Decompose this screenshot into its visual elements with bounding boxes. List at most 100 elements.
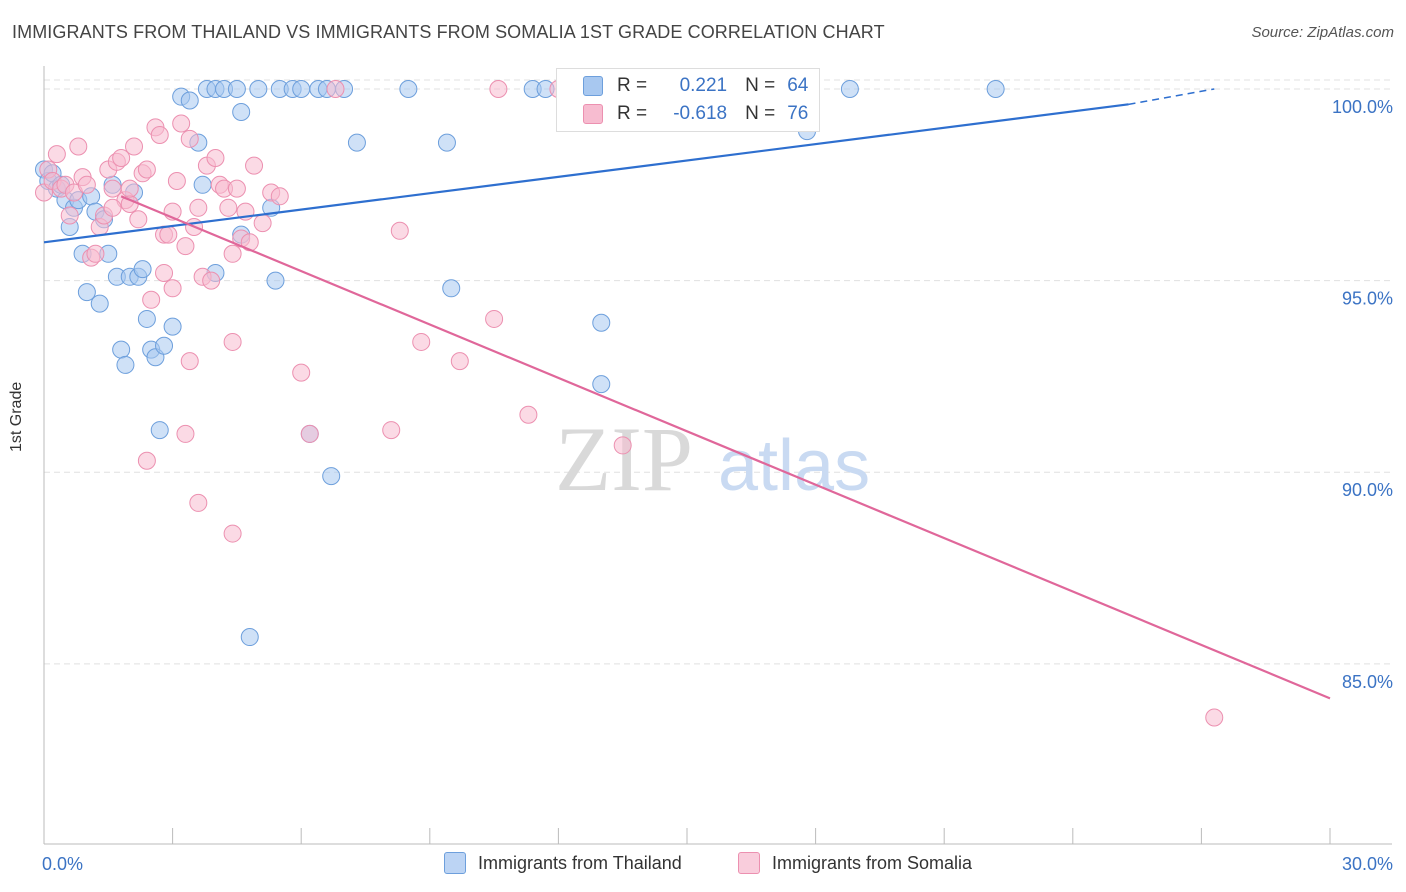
point-thailand [232, 102, 251, 121]
point-somalia [219, 198, 238, 217]
point-somalia [227, 179, 246, 198]
legend-r-value-thailand: 0.221 [679, 75, 728, 96]
trend-lines [43, 88, 1331, 700]
point-somalia [137, 451, 156, 470]
legend-n-label: N = [745, 75, 776, 96]
point-somalia [390, 221, 409, 240]
point-thailand [116, 355, 135, 374]
point-somalia [245, 156, 264, 175]
point-thailand [322, 467, 341, 486]
point-somalia [129, 210, 148, 229]
point-somalia [86, 244, 105, 263]
legend-row-somalia: R = -0.618 N = 76 [583, 101, 808, 127]
legend-r-value-somalia: -0.618 [673, 103, 728, 124]
point-somalia [206, 148, 225, 167]
legend-label-thailand: Immigrants from Thailand [478, 852, 682, 873]
point-thailand [592, 313, 611, 332]
point-thailand [227, 79, 246, 98]
point-somalia [60, 206, 79, 225]
point-somalia [103, 198, 122, 217]
point-thailand [155, 336, 174, 355]
point-somalia [159, 225, 178, 244]
legend-row-thailand: R = 0.221 N = 64 [583, 73, 809, 99]
point-somalia [326, 79, 345, 98]
point-somalia [202, 271, 221, 290]
point-somalia [137, 160, 156, 179]
point-thailand [193, 175, 212, 194]
point-thailand [77, 283, 96, 302]
legend-swatch-thailand [583, 76, 603, 96]
point-somalia [223, 244, 242, 263]
point-somalia [382, 421, 401, 440]
legend-n-label: N = [745, 103, 776, 124]
point-somalia [450, 352, 469, 371]
point-somalia [180, 352, 199, 371]
point-somalia [485, 309, 504, 328]
point-thailand [112, 340, 131, 359]
point-somalia [112, 148, 131, 167]
point-somalia [176, 237, 195, 256]
point-thailand [137, 309, 156, 328]
legend-swatch-somalia [738, 852, 760, 874]
y-tick-label: 85.0% [1342, 672, 1393, 692]
point-somalia [519, 405, 538, 424]
legend-label-somalia: Immigrants from Somalia [772, 852, 973, 873]
watermark-atlas: atlas [718, 426, 870, 506]
legend-r-label: R = [617, 103, 648, 124]
legend-item-somalia: Immigrants from Somalia [738, 852, 972, 874]
point-somalia [155, 263, 174, 282]
watermark-zip: ZIP [555, 408, 693, 510]
point-somalia [223, 524, 242, 543]
point-thailand [840, 79, 859, 98]
series-legend: Immigrants from Thailand Immigrants from… [0, 852, 1406, 878]
point-thailand [90, 294, 109, 313]
trendline-somalia [120, 195, 1331, 700]
point-thailand [180, 91, 199, 110]
point-somalia [150, 125, 169, 144]
point-thailand [133, 260, 152, 279]
legend-item-thailand: Immigrants from Thailand [444, 852, 682, 874]
point-somalia [253, 214, 272, 233]
point-thailand [240, 628, 259, 647]
x-tick-label-max: 30.0% [1342, 854, 1393, 874]
x-tick-label-min: 0.0% [42, 854, 83, 874]
point-somalia [1205, 708, 1224, 727]
legend-r-label: R = [617, 75, 648, 96]
point-somalia [270, 187, 289, 206]
point-somalia [172, 114, 191, 133]
trendline-thailand-extension [1128, 88, 1215, 106]
point-somalia [489, 79, 508, 98]
point-somalia [120, 179, 139, 198]
point-somalia [223, 332, 242, 351]
point-thailand [437, 133, 456, 152]
trendline-thailand [43, 103, 1129, 244]
legend-n-value-thailand: 64 [787, 75, 809, 96]
point-somalia [613, 436, 632, 455]
point-somalia [69, 137, 88, 156]
point-thailand [150, 421, 169, 440]
point-somalia [47, 145, 66, 164]
point-thailand [399, 79, 418, 98]
point-somalia [77, 175, 96, 194]
point-somalia [142, 290, 161, 309]
y-tick-label: 90.0% [1342, 480, 1393, 500]
point-thailand [592, 375, 611, 394]
point-somalia [189, 493, 208, 512]
y-tick-label: 100.0% [1332, 97, 1393, 117]
point-thailand [249, 79, 268, 98]
point-thailand [163, 317, 182, 336]
series-somalia-points [35, 79, 1224, 727]
point-somalia [180, 129, 199, 148]
legend-swatch-thailand [444, 852, 466, 874]
point-somalia [189, 198, 208, 217]
legend-swatch-somalia [583, 104, 603, 124]
point-somalia [292, 363, 311, 382]
y-tick-label: 95.0% [1342, 289, 1393, 309]
point-somalia [167, 171, 186, 190]
correlation-legend: R = 0.221 N = 64 R = -0.618 N = 76 [556, 68, 820, 132]
point-somalia [163, 279, 182, 298]
source-label: Source: ZipAtlas.com [1251, 24, 1394, 41]
point-thailand [986, 79, 1005, 98]
point-somalia [125, 137, 144, 156]
